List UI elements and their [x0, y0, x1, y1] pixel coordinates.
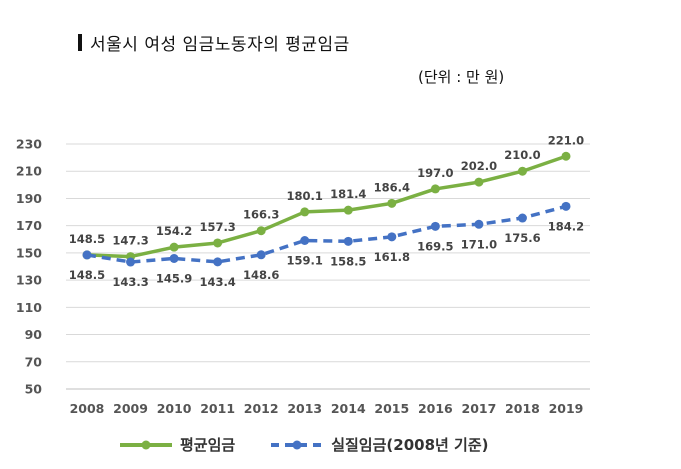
legend-swatch-real — [271, 440, 324, 449]
data-label-real: 143.4 — [199, 275, 235, 289]
data-label-real: 145.9 — [156, 271, 192, 285]
data-point-real — [126, 257, 136, 267]
y-tick-label: 190 — [16, 191, 42, 206]
data-label-avg: 157.3 — [199, 220, 235, 234]
data-point-real — [517, 213, 527, 223]
data-point-real — [343, 236, 353, 246]
legend-item-real: 실질임금(2008년 기준) — [269, 434, 489, 455]
y-tick-label: 230 — [16, 137, 42, 152]
data-point-real — [169, 253, 179, 263]
y-axis-ticks: 230 210 190 170 150 130 110 90 70 50 — [16, 137, 42, 397]
legend: 평균임금 실질임금(2008년 기준) — [118, 434, 489, 455]
data-label-real: 148.6 — [243, 268, 279, 282]
x-tick-label: 2010 — [157, 401, 192, 416]
x-tick-label: 2009 — [113, 401, 148, 416]
data-point-avg — [213, 238, 223, 248]
data-label-real: 148.5 — [69, 268, 105, 282]
title-bar-marker — [78, 34, 82, 51]
series-line-avg — [86, 154, 567, 259]
grid-lines — [66, 143, 590, 390]
data-point-real — [82, 250, 92, 260]
data-label-avg: 197.0 — [417, 166, 453, 180]
y-tick-label: 210 — [16, 164, 42, 179]
data-label-avg: 202.0 — [461, 159, 497, 173]
y-tick-label: 90 — [25, 327, 43, 342]
y-tick-label: 130 — [16, 273, 42, 288]
series-group — [82, 151, 571, 267]
y-tick-label: 150 — [16, 245, 42, 260]
y-tick-label: 110 — [16, 300, 42, 315]
data-label-avg: 181.4 — [330, 187, 366, 201]
series-line-real — [86, 204, 567, 264]
data-label-real: 159.1 — [287, 254, 323, 268]
y-tick-label: 50 — [25, 382, 43, 397]
data-point-avg — [256, 226, 266, 236]
data-label-real: 161.8 — [374, 250, 410, 264]
data-point-avg — [561, 151, 571, 161]
data-label-real: 158.5 — [330, 254, 366, 268]
data-point-avg — [474, 177, 484, 187]
data-label-avg: 166.3 — [243, 208, 279, 222]
x-axis-ticks: 2008 2009 2010 2011 2012 2013 2014 2015 2016 2017… — [70, 401, 584, 416]
data-point-avg — [517, 166, 527, 176]
y-tick-label: 170 — [16, 218, 42, 233]
x-tick-label: 2012 — [244, 401, 279, 416]
data-point-real — [256, 250, 266, 260]
data-label-avg: 180.1 — [287, 189, 323, 203]
data-point-avg — [430, 184, 440, 194]
x-tick-label: 2019 — [549, 401, 584, 416]
data-label-real: 175.6 — [504, 231, 540, 245]
legend-label-real: 실질임금(2008년 기준) — [331, 436, 489, 454]
data-point-avg — [387, 198, 397, 208]
data-point-real — [561, 201, 571, 211]
x-tick-label: 2014 — [331, 401, 366, 416]
legend-swatch-avg — [120, 440, 172, 449]
data-point-avg — [169, 242, 179, 252]
legend-item-avg: 평균임금 — [118, 434, 235, 455]
chart-title: 서울시 여성 임금노동자의 평균임금 — [90, 35, 350, 55]
x-tick-label: 2017 — [462, 401, 497, 416]
data-point-avg — [343, 205, 353, 215]
x-tick-label: 2013 — [287, 401, 322, 416]
x-tick-label: 2016 — [418, 401, 453, 416]
data-label-avg: 148.5 — [69, 232, 105, 246]
x-tick-label: 2008 — [70, 401, 105, 416]
data-point-real — [300, 236, 310, 246]
unit-label: (단위 : 만 원) — [418, 68, 505, 86]
data-label-real: 171.0 — [461, 237, 497, 251]
chart-title-wrap: 서울시 여성 임금노동자의 평균임금 — [78, 30, 350, 55]
legend-label-avg: 평균임금 — [180, 436, 236, 454]
x-tick-label: 2018 — [505, 401, 540, 416]
data-label-avg: 221.0 — [548, 133, 584, 147]
data-point-real — [474, 219, 484, 229]
data-label-real: 143.3 — [112, 275, 148, 289]
data-label-real: 184.2 — [548, 219, 584, 233]
data-point-real — [430, 221, 440, 231]
data-labels: 148.5 147.3 154.2 157.3 166.3 180.1 181.4 186.4… — [69, 133, 584, 289]
x-tick-label: 2015 — [374, 401, 409, 416]
data-label-avg: 210.0 — [504, 148, 540, 162]
data-point-real — [213, 257, 223, 267]
data-label-real: 169.5 — [417, 239, 453, 253]
data-point-avg — [300, 207, 310, 217]
data-point-real — [387, 232, 397, 242]
data-label-avg: 147.3 — [112, 234, 148, 248]
y-tick-label: 70 — [25, 354, 43, 369]
data-label-avg: 154.2 — [156, 224, 192, 238]
data-label-avg: 186.4 — [374, 180, 410, 194]
x-tick-label: 2011 — [200, 401, 235, 416]
